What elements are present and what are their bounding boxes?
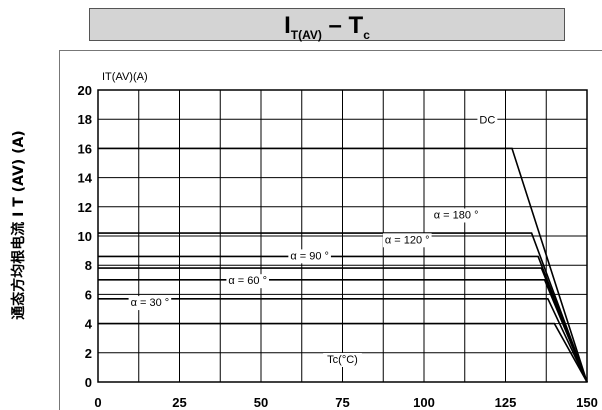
y-tick-label: 8 — [85, 258, 92, 273]
frame-top-border — [59, 50, 602, 51]
x-tick-label: 0 — [94, 395, 101, 410]
chart-title-box: IT(AV) – Tc — [89, 8, 565, 42]
x-tick-label: 50 — [254, 395, 268, 410]
y-tick-label: 16 — [78, 141, 92, 156]
series-label-bg — [288, 249, 331, 264]
title-main: I — [284, 12, 291, 39]
series-label-bg — [477, 113, 498, 128]
x-tick-label: 25 — [172, 395, 186, 410]
y-tick-label: 4 — [85, 317, 93, 332]
plot-frame — [97, 89, 588, 383]
x-tick-label: 150 — [576, 395, 598, 410]
series-label-bg — [226, 274, 269, 289]
series-label: α = 180 ° — [434, 209, 479, 221]
chart-title: IT(AV) – Tc — [90, 9, 564, 42]
series-label: α = 30 ° — [131, 297, 170, 309]
series-line — [98, 147, 588, 383]
series-label: α = 60 ° — [228, 275, 267, 287]
y-tick-label: 20 — [78, 83, 92, 98]
y-tick-label: 10 — [78, 229, 92, 244]
series-label: α = 120 ° — [385, 234, 430, 246]
title-subscript-2: c — [363, 28, 370, 42]
series-line — [98, 322, 588, 383]
title-subscript: T(AV) — [290, 28, 322, 42]
y-tick-label: 2 — [85, 346, 92, 361]
y-tick-label: 12 — [78, 200, 92, 215]
y-tick-label: 18 — [78, 112, 92, 127]
x-tick-label: 100 — [413, 395, 435, 410]
y-axis-label: IT(AV)(A) — [102, 71, 148, 83]
series-line — [98, 298, 588, 383]
x-axis-label-bg — [323, 353, 362, 368]
frame-left-border — [59, 50, 60, 410]
y-tick-label: 14 — [78, 171, 93, 186]
series-label: DC — [479, 115, 495, 127]
y-tick-label: 6 — [85, 287, 92, 302]
series-label-bg — [128, 296, 172, 311]
y-tick-label: 0 — [85, 375, 92, 390]
title-rest: – T — [321, 12, 364, 39]
x-axis-label: Tc(°C) — [327, 354, 358, 366]
series-label-bg — [431, 208, 481, 223]
x-tick-label: 75 — [335, 395, 349, 410]
x-tick-label: 125 — [495, 395, 517, 410]
series-label-bg — [382, 233, 432, 248]
series-label: α = 90 ° — [290, 250, 329, 262]
